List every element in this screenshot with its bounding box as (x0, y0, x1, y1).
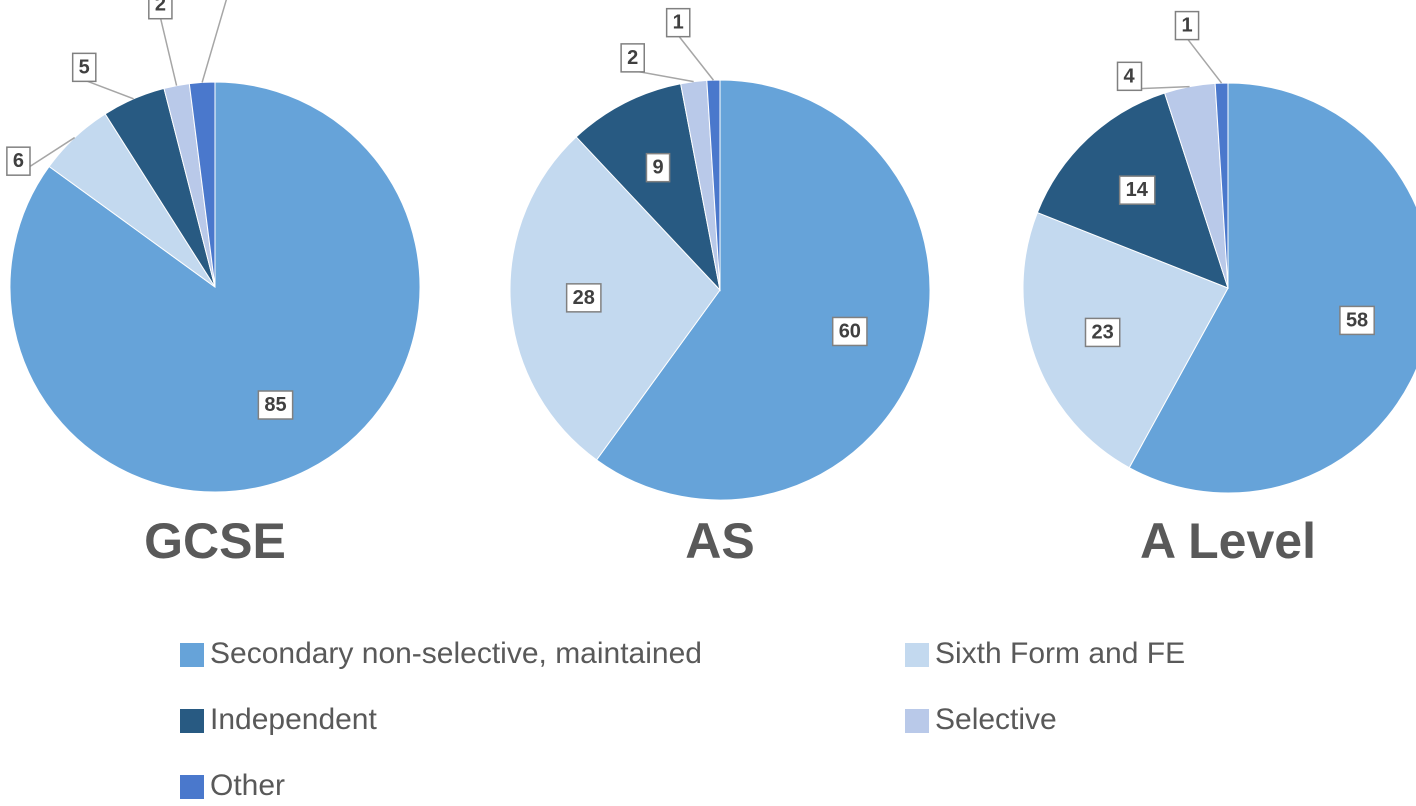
data-label: 23 (1092, 321, 1114, 343)
pie-slice (1128, 82, 1416, 494)
leader-line (83, 79, 134, 100)
pie-slice (706, 79, 721, 291)
pie-slice (575, 83, 721, 292)
data-label: 6 (13, 150, 24, 172)
label-box (71, 52, 97, 83)
label-box (1084, 317, 1121, 348)
data-label: 28 (573, 287, 595, 309)
pie-slice (1022, 211, 1229, 469)
data-label: 4 (1124, 65, 1136, 87)
label-box (1339, 305, 1375, 336)
data-label: 60 (839, 320, 861, 342)
pie-slice (595, 79, 931, 501)
label-box (620, 43, 645, 73)
leader-line (677, 34, 714, 81)
label-box (1174, 10, 1200, 41)
chart-title: A Level (1140, 513, 1316, 569)
leader-line (159, 17, 178, 86)
legend-label: Other (210, 769, 285, 802)
data-label: 1 (1181, 15, 1192, 37)
data-label: 2 (627, 47, 638, 69)
label-box (257, 390, 294, 420)
leader-line (1186, 37, 1223, 84)
legend-swatch (905, 643, 929, 667)
legend-label: Independent (210, 703, 377, 736)
label-box (6, 146, 31, 176)
data-label: 85 (264, 394, 286, 416)
leader-line (201, 0, 228, 83)
label-box (148, 0, 173, 20)
label-box (565, 283, 602, 313)
label-box (831, 316, 868, 347)
label-box (1116, 61, 1143, 92)
data-label: 1 (673, 12, 684, 34)
label-box (1118, 175, 1156, 205)
chart-title: GCSE (144, 513, 286, 569)
legend-swatch (180, 643, 204, 667)
data-label: 9 (652, 157, 663, 179)
chart-title: AS (685, 513, 754, 569)
data-label: 2 (155, 0, 166, 16)
pie-slice (509, 136, 721, 461)
pie-slice (1214, 82, 1229, 289)
legend-label: Secondary non-selective, maintained (210, 637, 702, 670)
data-label: 58 (1346, 309, 1368, 331)
legend-swatch (180, 775, 204, 799)
legend-swatch (180, 709, 204, 733)
legend-swatch (905, 709, 929, 733)
data-label: 5 (79, 56, 90, 78)
legend-label: Sixth Form and FE (935, 637, 1185, 670)
label-box (665, 7, 691, 38)
label-box (645, 152, 671, 183)
legend-label: Selective (935, 703, 1057, 736)
data-label: 14 (1126, 179, 1149, 201)
